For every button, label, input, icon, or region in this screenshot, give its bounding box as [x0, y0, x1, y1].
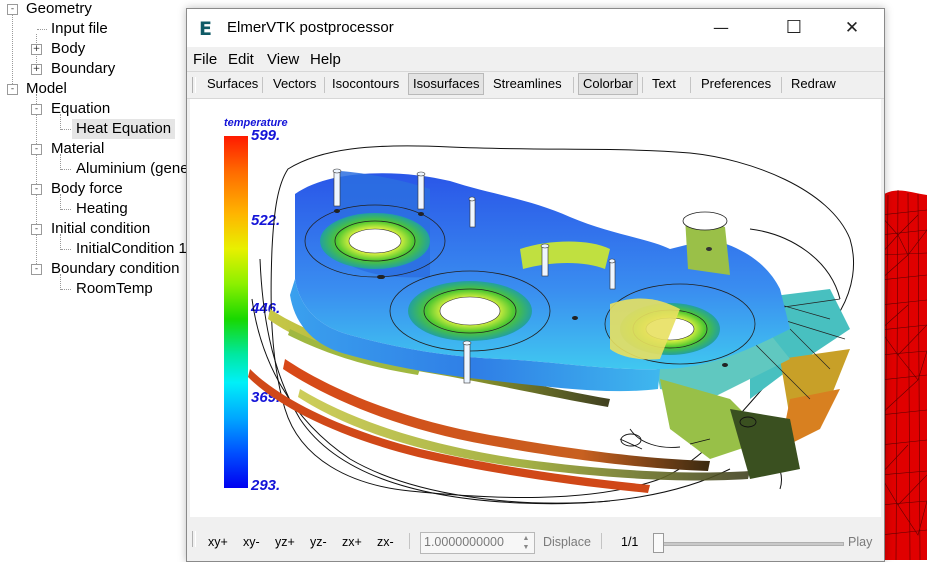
- collapse-icon[interactable]: -: [31, 104, 42, 115]
- displace-button[interactable]: Displace: [543, 535, 591, 549]
- collapse-icon[interactable]: -: [31, 184, 42, 195]
- view-zx-minus-button[interactable]: zx-: [377, 535, 394, 549]
- tree-guide: [61, 169, 71, 170]
- tree-guide: [37, 29, 47, 30]
- displace-value: 1.0000000000: [424, 535, 504, 549]
- tree-guide: [61, 129, 71, 130]
- tree-item-label: Geometry: [26, 0, 92, 17]
- window-title: ElmerVTK postprocessor: [227, 19, 394, 36]
- render-viewport[interactable]: temperature 599. 522. 446. 369. 293.: [190, 99, 881, 517]
- toolbar-separator: [409, 533, 410, 549]
- view-yz-plus-button[interactable]: yz+: [275, 535, 295, 549]
- colorbar-title: temperature: [224, 117, 288, 129]
- collapse-icon[interactable]: -: [31, 264, 42, 275]
- tree-item-label: Heat Equation: [72, 119, 176, 139]
- tree-item-label: Model: [26, 80, 67, 97]
- preferences-button[interactable]: Preferences: [701, 76, 772, 91]
- tree-item-label: Body force: [51, 180, 123, 197]
- colorbar-gradient: [224, 136, 248, 488]
- elmer-app-icon: E: [199, 18, 212, 40]
- vectors-button[interactable]: Vectors: [273, 76, 317, 91]
- tree-guide: [60, 234, 61, 250]
- tree-guide: [61, 209, 71, 210]
- title-bar[interactable]: E ElmerVTK postprocessor — ☐ ✕: [187, 9, 884, 47]
- collapse-icon[interactable]: -: [7, 84, 18, 95]
- tree-item-label: Equation: [51, 100, 111, 117]
- view-yz-minus-button[interactable]: yz-: [310, 535, 327, 549]
- tree-item-label: Boundary: [51, 60, 116, 77]
- bottom-controls: xy+ xy- yz+ yz- zx+ zx- 1.0000000000 ▲ ▼ …: [187, 519, 884, 561]
- toolbar-grip[interactable]: [192, 77, 196, 93]
- isosurfaces-button[interactable]: Isosurfaces: [408, 73, 485, 95]
- minimize-button[interactable]: —: [713, 18, 729, 37]
- colorbar-label: 522.: [251, 212, 281, 229]
- isocontours-button[interactable]: Isocontours: [332, 76, 400, 91]
- tree-guide: [61, 249, 71, 250]
- tree-guide: [12, 14, 13, 92]
- colorbar-label-max: 599.: [251, 127, 281, 144]
- tree-guide: [60, 154, 61, 170]
- toolbar: Surfaces Vectors Isocontours Isosurfaces…: [187, 71, 884, 99]
- tree-item-label: Initial condition: [51, 220, 151, 237]
- view-xy-plus-button[interactable]: xy+: [208, 535, 228, 549]
- menu-edit[interactable]: Edit: [228, 51, 254, 68]
- tree-item-label: Aluminium (gene: [76, 160, 189, 177]
- background-mesh-render: [880, 189, 927, 560]
- play-button[interactable]: Play: [848, 535, 873, 549]
- tree-guide: [60, 274, 61, 290]
- menu-bar: File Edit View Help: [187, 47, 884, 71]
- menu-view[interactable]: View: [267, 51, 300, 68]
- spin-arrows-icon[interactable]: ▲ ▼: [522, 535, 530, 551]
- toolbar-separator: [262, 77, 263, 93]
- menu-help[interactable]: Help: [310, 51, 341, 68]
- tree-item-label: Body: [51, 40, 86, 57]
- frame-slider-handle[interactable]: [653, 533, 664, 553]
- menu-file[interactable]: File: [193, 51, 218, 68]
- tree-guide: [36, 94, 37, 272]
- collapse-icon[interactable]: -: [31, 144, 42, 155]
- tree-item-label: InitialCondition 1: [76, 240, 187, 257]
- tree-item-label: RoomTemp: [76, 280, 153, 297]
- collapse-icon[interactable]: -: [7, 4, 18, 15]
- toolbar-separator: [781, 77, 782, 93]
- isosurface-render: [248, 145, 855, 505]
- view-xy-minus-button[interactable]: xy-: [243, 535, 260, 549]
- streamlines-button[interactable]: Streamlines: [493, 76, 562, 91]
- tree-item-label: Input file: [51, 20, 108, 37]
- postprocessor-window: E ElmerVTK postprocessor — ☐ ✕ File Edit…: [186, 8, 885, 562]
- close-button[interactable]: ✕: [844, 18, 860, 38]
- surfaces-button[interactable]: Surfaces: [207, 76, 259, 91]
- toolbar-separator: [573, 77, 574, 93]
- toolbar-separator: [601, 533, 602, 549]
- tree-guide: [60, 194, 61, 210]
- colorbar-label-min: 293.: [251, 477, 281, 494]
- colorbar-button[interactable]: Colorbar: [578, 73, 638, 95]
- model-tree: - Geometry Input file + Body + Boundary …: [0, 0, 200, 560]
- toolbar-separator: [324, 77, 325, 93]
- tree-item-label: Boundary condition: [51, 260, 180, 277]
- text-button[interactable]: Text: [652, 76, 676, 91]
- toolbar-separator: [642, 77, 643, 93]
- toolbar-grip[interactable]: [192, 531, 196, 547]
- tree-item-label: Material: [51, 140, 105, 157]
- displace-spinbox[interactable]: 1.0000000000 ▲ ▼: [420, 532, 535, 554]
- redraw-button[interactable]: Redraw: [791, 76, 836, 91]
- tree-guide: [61, 289, 71, 290]
- toolbar-separator: [690, 77, 691, 93]
- expand-icon[interactable]: +: [31, 64, 42, 75]
- frame-slider[interactable]: [655, 542, 844, 546]
- tree-guide: [60, 114, 61, 130]
- expand-icon[interactable]: +: [31, 44, 42, 55]
- collapse-icon[interactable]: -: [31, 224, 42, 235]
- frame-counter: 1/1: [621, 535, 639, 549]
- view-zx-plus-button[interactable]: zx+: [342, 535, 362, 549]
- maximize-button[interactable]: ☐: [785, 17, 803, 38]
- tree-item-label: Heating: [76, 200, 128, 217]
